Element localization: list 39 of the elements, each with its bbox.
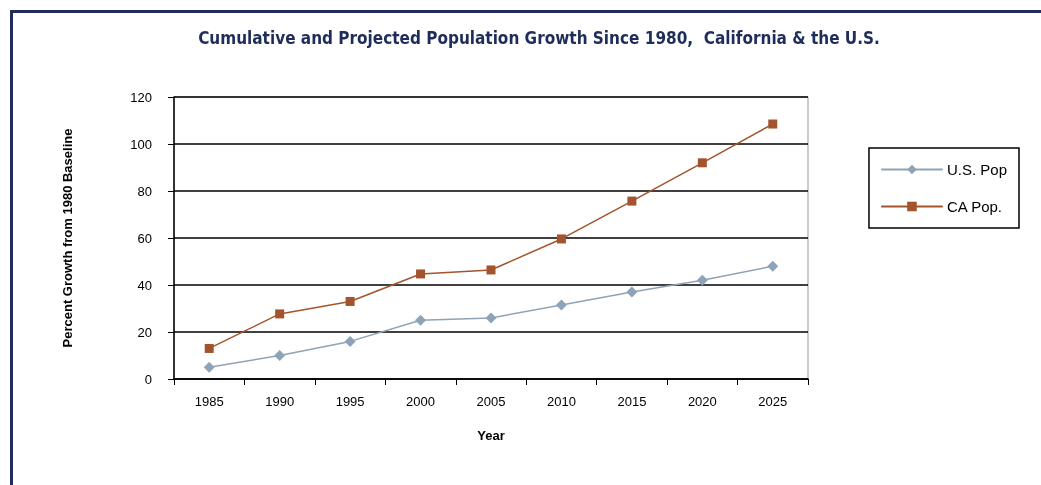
point xyxy=(415,314,427,326)
chart-title: Cumulative and Projected Population Growth Since 1980, California & the U.S. xyxy=(198,27,880,48)
y-tick-label: 40 xyxy=(137,277,152,293)
point xyxy=(696,274,708,286)
x-tick-label: 1995 xyxy=(335,394,365,409)
point xyxy=(486,265,496,275)
point xyxy=(555,299,567,311)
x-axis-title: Year xyxy=(477,428,505,443)
point xyxy=(204,343,214,353)
point xyxy=(344,335,356,347)
point xyxy=(203,361,215,373)
x-tick-label: 1985 xyxy=(194,394,224,409)
x-tick-label: 2015 xyxy=(617,394,647,409)
y-tick-label: 80 xyxy=(137,183,152,199)
point xyxy=(768,119,778,129)
point xyxy=(627,196,637,206)
point xyxy=(275,309,285,319)
point xyxy=(485,312,497,324)
y-tick-label: 20 xyxy=(137,324,152,340)
legend-label: U.S. Pop xyxy=(946,161,1007,178)
y-tick-label: 60 xyxy=(137,230,152,246)
x-tick-label: 1990 xyxy=(265,394,295,409)
y-tick-label: 100 xyxy=(130,136,152,152)
x-tick-label: 2005 xyxy=(476,394,506,409)
point xyxy=(345,296,355,306)
legend-label: CA Pop. xyxy=(946,198,1003,215)
point xyxy=(626,286,638,298)
x-tick-label: 2020 xyxy=(687,394,717,409)
x-tick-label: 2000 xyxy=(406,394,436,409)
y-axis-title: Percent Growth from 1980 Baseline xyxy=(60,128,75,348)
point xyxy=(274,350,286,361)
point xyxy=(416,269,426,279)
y-tick-label: 0 xyxy=(144,371,152,387)
point xyxy=(697,158,707,168)
point xyxy=(556,234,566,244)
x-tick-label: 2010 xyxy=(546,394,576,409)
point xyxy=(767,260,779,272)
x-tick-label: 2025 xyxy=(758,394,788,409)
y-tick-label: 120 xyxy=(130,89,152,105)
